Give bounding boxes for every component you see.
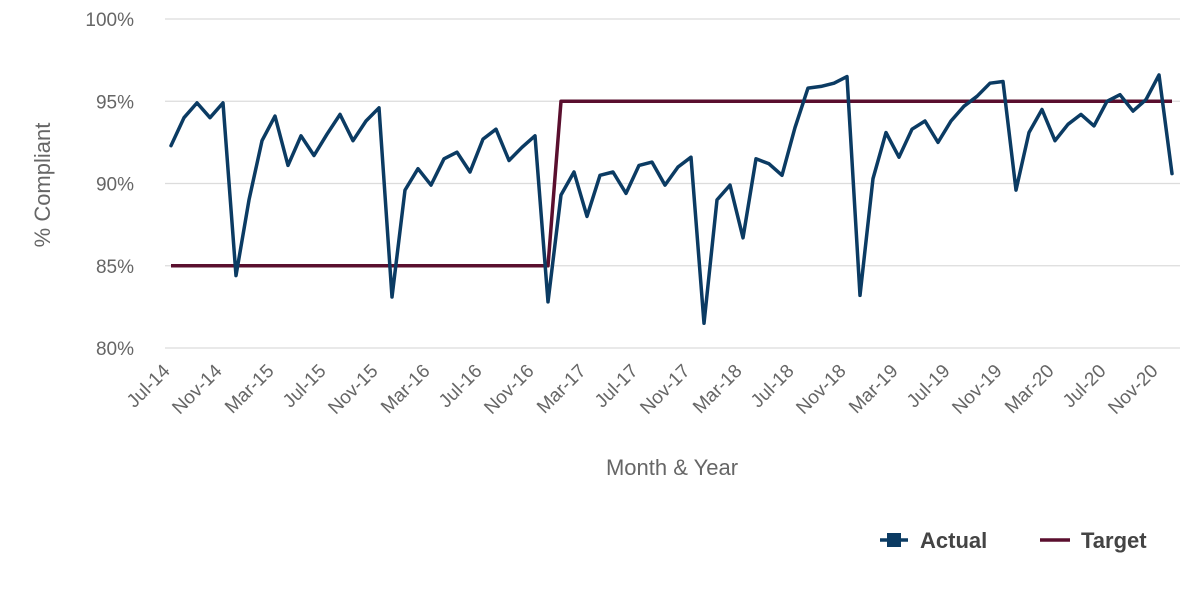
- legend-item-target: Target: [1040, 528, 1147, 553]
- y-axis-title: % Compliant: [30, 123, 55, 248]
- x-tick-label: Nov-19: [948, 361, 1006, 419]
- series-lines: [169, 73, 1174, 326]
- gridlines: [165, 18, 1180, 349]
- y-tick-label: 90%: [96, 175, 134, 196]
- y-tick-label: 100%: [85, 10, 134, 31]
- x-axis-title: Month & Year: [606, 455, 738, 480]
- x-tick-label: Nov-18: [792, 361, 850, 419]
- x-tick-label: Mar-19: [845, 361, 902, 418]
- x-tick-label: Nov-17: [636, 361, 694, 419]
- legend-label-actual: Actual: [920, 528, 987, 553]
- x-tick-label: Jul-16: [435, 361, 486, 412]
- legend-item-actual: Actual: [880, 528, 987, 553]
- y-axis-ticks: 80% 85% 90% 95% 100%: [85, 10, 134, 360]
- y-tick-label: 80%: [96, 339, 134, 360]
- legend-label-target: Target: [1081, 528, 1147, 553]
- x-tick-label: Jul-19: [903, 361, 954, 412]
- x-tick-label: Jul-15: [279, 361, 330, 412]
- legend: Actual Target: [880, 528, 1147, 553]
- x-tick-label: Mar-20: [1001, 361, 1058, 418]
- x-tick-label: Nov-14: [168, 360, 226, 418]
- y-tick-label: 95%: [96, 92, 134, 113]
- x-tick-label: Jul-17: [591, 361, 642, 412]
- x-tick-label: Mar-16: [377, 361, 434, 418]
- x-tick-label: Jul-14: [123, 360, 175, 412]
- x-tick-label: Jul-18: [747, 361, 798, 412]
- y-tick-label: 85%: [96, 257, 134, 278]
- x-tick-label: Nov-20: [1104, 361, 1162, 419]
- x-tick-label: Mar-18: [689, 361, 746, 418]
- legend-swatch-actual-marker: [887, 533, 901, 547]
- x-tick-label: Mar-17: [533, 361, 590, 418]
- x-tick-label: Nov-15: [324, 361, 382, 419]
- series-line-actual: [169, 73, 1174, 326]
- x-tick-label: Jul-20: [1059, 361, 1110, 412]
- x-tick-label: Mar-15: [221, 361, 278, 418]
- x-tick-label: Nov-16: [480, 361, 538, 419]
